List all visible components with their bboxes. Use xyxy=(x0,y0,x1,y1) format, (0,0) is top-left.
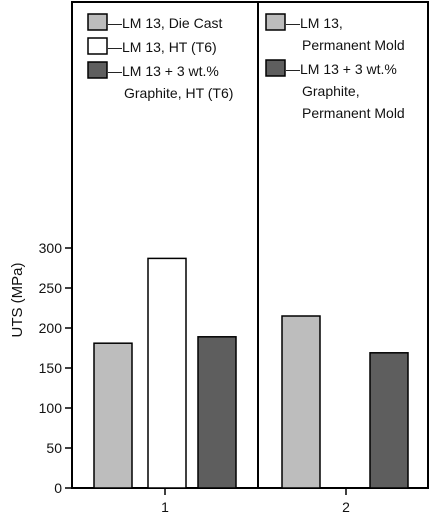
y-axis-label: UTS (MPa) xyxy=(9,262,26,337)
x-tick-label-2: 2 xyxy=(342,499,350,515)
legend-swatch-panel1-1 xyxy=(87,13,108,31)
plot-frame xyxy=(71,1,429,489)
y-tick-label-300: 300 xyxy=(39,240,63,256)
y-tick-label-0: 0 xyxy=(54,480,62,496)
legend-label-panel1-3-line1: —LM 13 + 3 wt.% xyxy=(108,63,219,79)
bars-group xyxy=(93,257,409,489)
legend-swatch-panel1-2 xyxy=(87,37,108,55)
legend-label-panel2-1-line1: —LM 13, xyxy=(286,15,343,31)
legend-swatch-panel2-2 xyxy=(265,59,286,77)
legend-label-panel1-3-line2: Graphite, HT (T6) xyxy=(124,85,233,101)
y-tick-label-100: 100 xyxy=(39,400,63,416)
y-tick-label-150: 150 xyxy=(39,360,63,376)
x-tick-label-1: 1 xyxy=(161,499,169,515)
legends-group: —LM 13, Die Cast —LM 13, HT (T6) —LM 13 + … xyxy=(87,13,405,121)
legend-label-panel1-1-line1: —LM 13, Die Cast xyxy=(108,15,222,31)
legend-swatch-panel1-3 xyxy=(87,61,108,79)
bar-panel1-3 xyxy=(197,336,237,489)
legend-swatch-panel2-1 xyxy=(265,13,286,31)
bar-panel1-1 xyxy=(93,342,133,489)
bar-panel1-2 xyxy=(147,257,187,489)
legend-label-panel2-2-line1: —LM 13 + 3 wt.% xyxy=(286,61,397,77)
bar-panel2-1 xyxy=(281,315,321,489)
y-axis: 0 50 100 150 200 250 300 xyxy=(39,240,72,496)
y-tick-label-50: 50 xyxy=(46,440,62,456)
legend-label-panel2-2-line2: Graphite, xyxy=(302,83,360,99)
legend-label-panel1-2-line1: —LM 13, HT (T6) xyxy=(108,39,217,55)
bar-panel2-2 xyxy=(369,352,409,489)
legend-label-panel2-2-line3: Permanent Mold xyxy=(302,105,405,121)
y-tick-label-200: 200 xyxy=(39,320,63,336)
legend-label-panel2-1-line2: Permanent Mold xyxy=(302,37,405,53)
y-tick-label-250: 250 xyxy=(39,280,63,296)
